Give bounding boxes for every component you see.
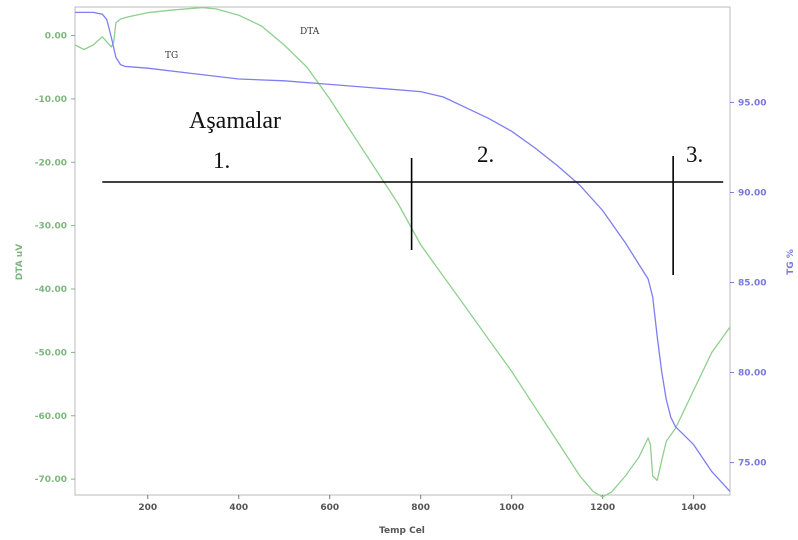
dta-series-line	[74, 6, 731, 498]
y-right-tick-label-1: 90.00	[738, 188, 766, 198]
stage-overlay: Aşamalar 1. 2. 3.	[102, 108, 724, 275]
x-tick-label-5: 1200	[590, 503, 615, 513]
x-tick-label-0: 200	[138, 503, 157, 513]
tg-series-label: TG	[165, 51, 178, 61]
x-tick-label-6: 1400	[681, 503, 706, 513]
y-right-tick-label-3: 80.00	[738, 369, 766, 379]
y-left-tick-label-4: -40.00	[35, 285, 67, 295]
stage-label-2: 2.	[477, 142, 494, 167]
y-left-tick-label-5: -50.00	[35, 348, 67, 358]
tg-series-line	[75, 11, 731, 492]
stage-title: Aşamalar	[189, 108, 281, 134]
x-tick-label-3: 800	[411, 503, 430, 513]
plot-area	[74, 6, 731, 496]
y-left-tick-label-3: -30.00	[35, 222, 67, 232]
y-right-tick-label-4: 75.00	[738, 459, 766, 469]
dta-series-label: DTA	[300, 27, 320, 37]
x-axis-title: Temp Cel	[379, 526, 425, 536]
x-tick-label-1: 400	[229, 503, 248, 513]
y-right-tick-label-0: 95.00	[738, 98, 766, 108]
stage-label-3: 3.	[686, 142, 703, 167]
stage-label-1: 1.	[213, 148, 230, 173]
y-left-tick-label-7: -70.00	[35, 475, 67, 485]
y-left-axis-title: DTA uV	[15, 244, 25, 280]
y-right-tick-label-2: 85.00	[738, 279, 766, 289]
x-tick-label-2: 600	[320, 503, 339, 513]
y-left-tick-label-0: 0.00	[45, 32, 67, 42]
y-left-tick-label-1: -10.00	[35, 95, 67, 105]
x-tick-label-4: 1000	[499, 503, 524, 513]
y-left-tick-label-2: -20.00	[35, 158, 67, 168]
y-right-axis-title: TG %	[786, 249, 796, 275]
y-left-tick-label-6: -60.00	[35, 412, 67, 422]
